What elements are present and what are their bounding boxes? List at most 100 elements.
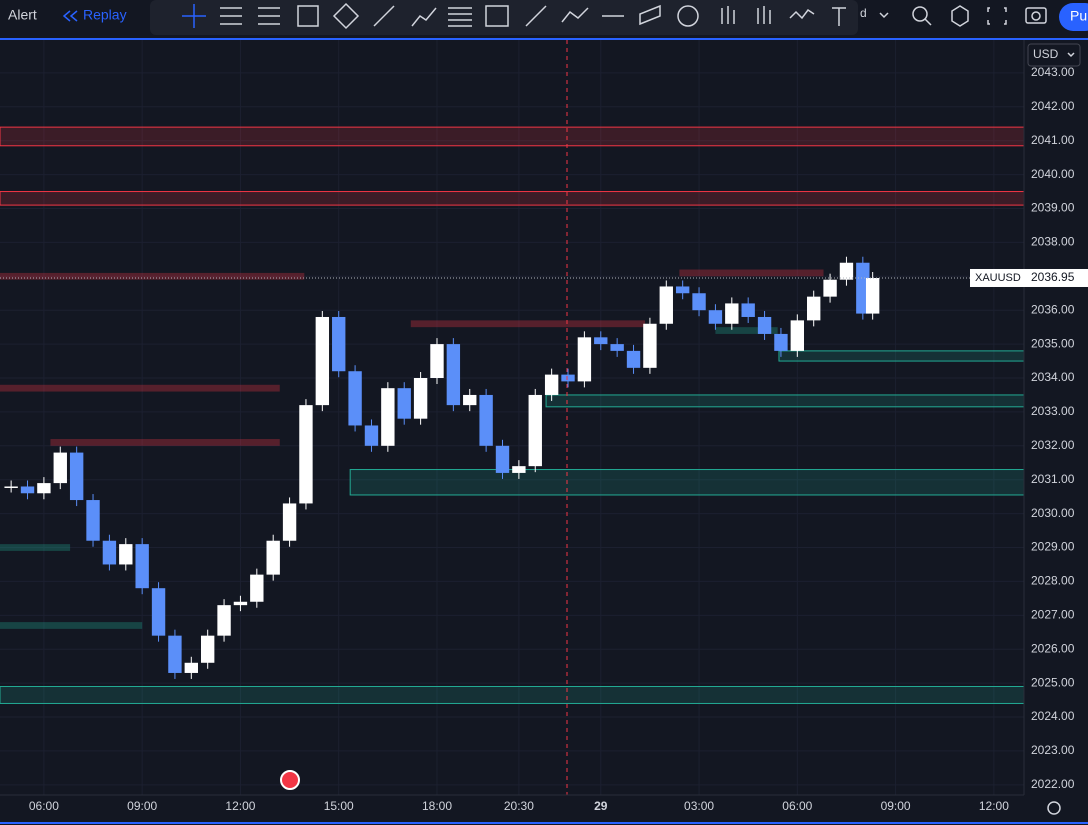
price-tick-label: 2031.00 (1031, 472, 1075, 486)
price-tick-label: 2041.00 (1031, 133, 1075, 147)
candle (20, 486, 35, 494)
time-tick-label: 03:00 (684, 799, 714, 813)
price-zone (0, 622, 143, 629)
time-tick-label: 09:00 (881, 799, 911, 813)
replay-button[interactable]: Replay (83, 7, 127, 23)
time-tick-label: 20:30 (504, 799, 534, 813)
candle (692, 293, 706, 311)
currency-label[interactable]: USD (1033, 47, 1059, 61)
price-zone (679, 269, 824, 277)
publish-label[interactable]: Pu (1070, 8, 1087, 24)
candle (332, 316, 346, 372)
candle (413, 378, 428, 419)
symbol-tag (970, 268, 1024, 287)
currency-caret[interactable] (1067, 52, 1075, 58)
candle (217, 605, 231, 636)
price-tick-label: 2040.00 (1031, 167, 1075, 181)
time-tick-label: 29 (594, 799, 608, 813)
event-flag[interactable] (280, 770, 300, 790)
candle (168, 635, 182, 673)
candle (119, 544, 133, 565)
candle (282, 503, 297, 541)
candle (250, 574, 264, 602)
price-tick-label: 2043.00 (1031, 65, 1075, 79)
toolbar-menu[interactable]: d (860, 6, 867, 20)
candle (446, 344, 461, 406)
candle (807, 296, 821, 321)
price-zone (0, 272, 305, 280)
time-tick-label: 15:00 (324, 799, 354, 813)
price-zone (545, 394, 1025, 408)
publish-button[interactable] (1059, 3, 1088, 31)
right-icons[interactable] (912, 5, 1047, 27)
price-tick-label: 2026.00 (1031, 641, 1075, 655)
candle (151, 588, 166, 636)
candle (577, 337, 592, 382)
candle (594, 337, 608, 345)
last-price-label: 2036.95 (1031, 270, 1075, 284)
alert-button[interactable]: Alert (8, 7, 37, 23)
toolbar-icons[interactable] (182, 2, 846, 30)
price-tag (1024, 268, 1088, 287)
candle (200, 635, 215, 663)
replay-icon[interactable] (62, 10, 78, 22)
candle (266, 540, 280, 575)
price-tick-label: 2034.00 (1031, 370, 1075, 384)
settings-icon[interactable] (1047, 801, 1061, 815)
candle (364, 425, 379, 446)
candle (4, 486, 18, 488)
candle (479, 394, 493, 446)
price-tick-label: 2035.00 (1031, 336, 1075, 350)
candle (381, 388, 395, 446)
time-tick-label: 12:00 (979, 799, 1009, 813)
time-tick-label: 18:00 (422, 799, 452, 813)
candle (626, 350, 641, 368)
candle (659, 286, 673, 324)
candle (495, 445, 510, 473)
candle (725, 303, 739, 324)
candle (69, 452, 84, 501)
candle (348, 371, 362, 426)
candle (561, 374, 575, 382)
price-tick-label: 2039.00 (1031, 201, 1075, 215)
price-tick-label: 2033.00 (1031, 404, 1075, 418)
plot-area (0, 40, 1025, 795)
time-tick-label: 06:00 (29, 799, 59, 813)
candle (102, 540, 117, 565)
candle (741, 303, 755, 317)
candle (315, 316, 330, 406)
price-tick-label: 2038.00 (1031, 235, 1075, 249)
price-tick-label: 2022.00 (1031, 777, 1075, 791)
time-tick-label: 12:00 (225, 799, 255, 813)
price-zone (50, 439, 280, 446)
price-tick-label: 2025.00 (1031, 675, 1075, 689)
price-tick-label: 2042.00 (1031, 99, 1075, 113)
candle (463, 394, 477, 406)
price-zone (0, 191, 1025, 206)
price-zone (349, 469, 1025, 496)
price-tick-label: 2023.00 (1031, 743, 1075, 757)
candle (708, 310, 723, 324)
candle (528, 394, 542, 467)
candle (135, 544, 149, 589)
price-tick-label: 2029.00 (1031, 540, 1075, 554)
candle (53, 452, 67, 484)
symbol-label: XAUUSD (975, 272, 1021, 284)
dropdown-icon[interactable] (879, 12, 889, 19)
price-zone (410, 320, 645, 328)
candle (512, 466, 526, 473)
candle (86, 500, 100, 541)
price-tick-label: 2024.00 (1031, 709, 1075, 723)
candle (865, 277, 880, 314)
candle (397, 388, 411, 419)
candle (430, 344, 444, 379)
candle (774, 333, 788, 351)
candle (544, 374, 559, 395)
currency-select[interactable] (1027, 43, 1081, 67)
price-zone (715, 327, 778, 334)
candle (37, 483, 51, 494)
candle (299, 405, 313, 504)
price-zone (778, 350, 1025, 362)
